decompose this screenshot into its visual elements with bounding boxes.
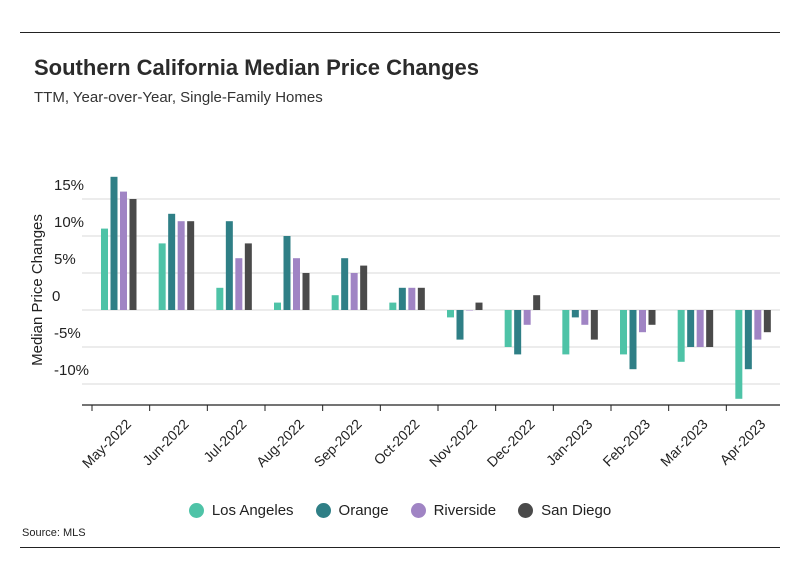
legend-label: Orange <box>338 502 389 519</box>
top-rule <box>20 32 780 33</box>
x-tick-label: Apr-2023 <box>716 416 768 468</box>
source-note: Source: MLS <box>22 527 86 539</box>
bar <box>687 310 695 347</box>
bar <box>696 310 704 347</box>
x-tick-label: Oct-2022 <box>370 416 422 468</box>
legend-label: Riverside <box>433 502 497 519</box>
legend-label: San Diego <box>541 502 612 519</box>
bar <box>302 273 310 310</box>
bar <box>706 310 714 347</box>
bar <box>562 310 570 355</box>
bar <box>389 302 397 310</box>
y-tick-label: -5% <box>54 325 81 342</box>
bar <box>648 310 656 325</box>
bar <box>101 228 108 310</box>
legend-item: Riverside <box>410 502 497 519</box>
x-tick-label: Nov-2022 <box>426 416 480 470</box>
legend-swatch <box>188 503 204 518</box>
bar <box>283 236 291 310</box>
x-tick-label: Jan-2023 <box>543 416 596 469</box>
bottom-rule <box>20 547 780 548</box>
bar <box>417 287 425 310</box>
bar <box>110 176 118 310</box>
x-tick-label: Mar-2023 <box>657 416 711 470</box>
legend-swatch <box>518 503 534 518</box>
legend-swatch <box>410 503 426 518</box>
bar <box>293 258 300 310</box>
bar <box>533 295 541 310</box>
y-tick-label: -10% <box>54 362 89 379</box>
bar <box>235 258 243 310</box>
y-tick-label: 0 <box>52 288 60 305</box>
x-tick-label: May-2022 <box>79 416 134 471</box>
bar <box>244 243 252 310</box>
bar <box>754 310 762 340</box>
bar <box>341 258 349 310</box>
bar <box>120 191 127 310</box>
bar <box>447 310 454 318</box>
bar <box>331 295 339 310</box>
legend-item: Orange <box>315 502 389 519</box>
bar <box>514 310 522 355</box>
bar <box>398 287 406 310</box>
x-tick-label: Jul-2022 <box>200 416 249 465</box>
legend-swatch <box>315 503 331 518</box>
bar <box>360 265 368 310</box>
bar <box>158 243 166 310</box>
bar <box>274 302 281 310</box>
bar <box>571 310 579 318</box>
legend-label: Los Angeles <box>211 502 294 519</box>
bar <box>129 199 137 310</box>
y-tick-label: 10% <box>54 214 84 231</box>
bar <box>677 310 685 362</box>
bar <box>177 221 185 310</box>
bar <box>639 310 646 333</box>
y-tick-label: 15% <box>54 177 84 194</box>
legend-item: San Diego <box>518 502 611 519</box>
bar <box>735 310 743 399</box>
chart-title: Southern California Median Price Changes <box>34 55 479 80</box>
y-tick-label: 5% <box>54 251 76 268</box>
x-tick-label: Sep-2022 <box>311 416 365 470</box>
bar <box>504 310 512 347</box>
x-tick-label: Aug-2022 <box>253 416 307 470</box>
x-tick-label: Feb-2023 <box>599 416 653 470</box>
bar <box>456 310 464 340</box>
bar <box>581 310 589 325</box>
bar <box>590 310 598 340</box>
chart-subtitle: TTM, Year-over-Year, Single-Family Homes <box>34 89 323 106</box>
legend-item: Los Angeles <box>188 502 294 519</box>
bar <box>408 287 416 310</box>
bar <box>763 310 771 333</box>
x-tick-label: Dec-2022 <box>484 416 538 470</box>
bar <box>523 310 531 325</box>
y-axis-title: Median Price Changes <box>29 214 46 366</box>
bar <box>475 302 483 310</box>
bar <box>629 310 637 370</box>
x-tick-label: Jun-2022 <box>139 416 192 469</box>
legend: Los Angeles Orange Riverside San Diego <box>0 502 800 519</box>
bar <box>620 310 627 355</box>
bar <box>466 310 473 311</box>
bar <box>168 213 176 310</box>
bar <box>216 287 224 310</box>
bar <box>350 273 358 310</box>
bar <box>187 221 195 310</box>
bar <box>225 221 233 310</box>
bar <box>744 310 752 370</box>
